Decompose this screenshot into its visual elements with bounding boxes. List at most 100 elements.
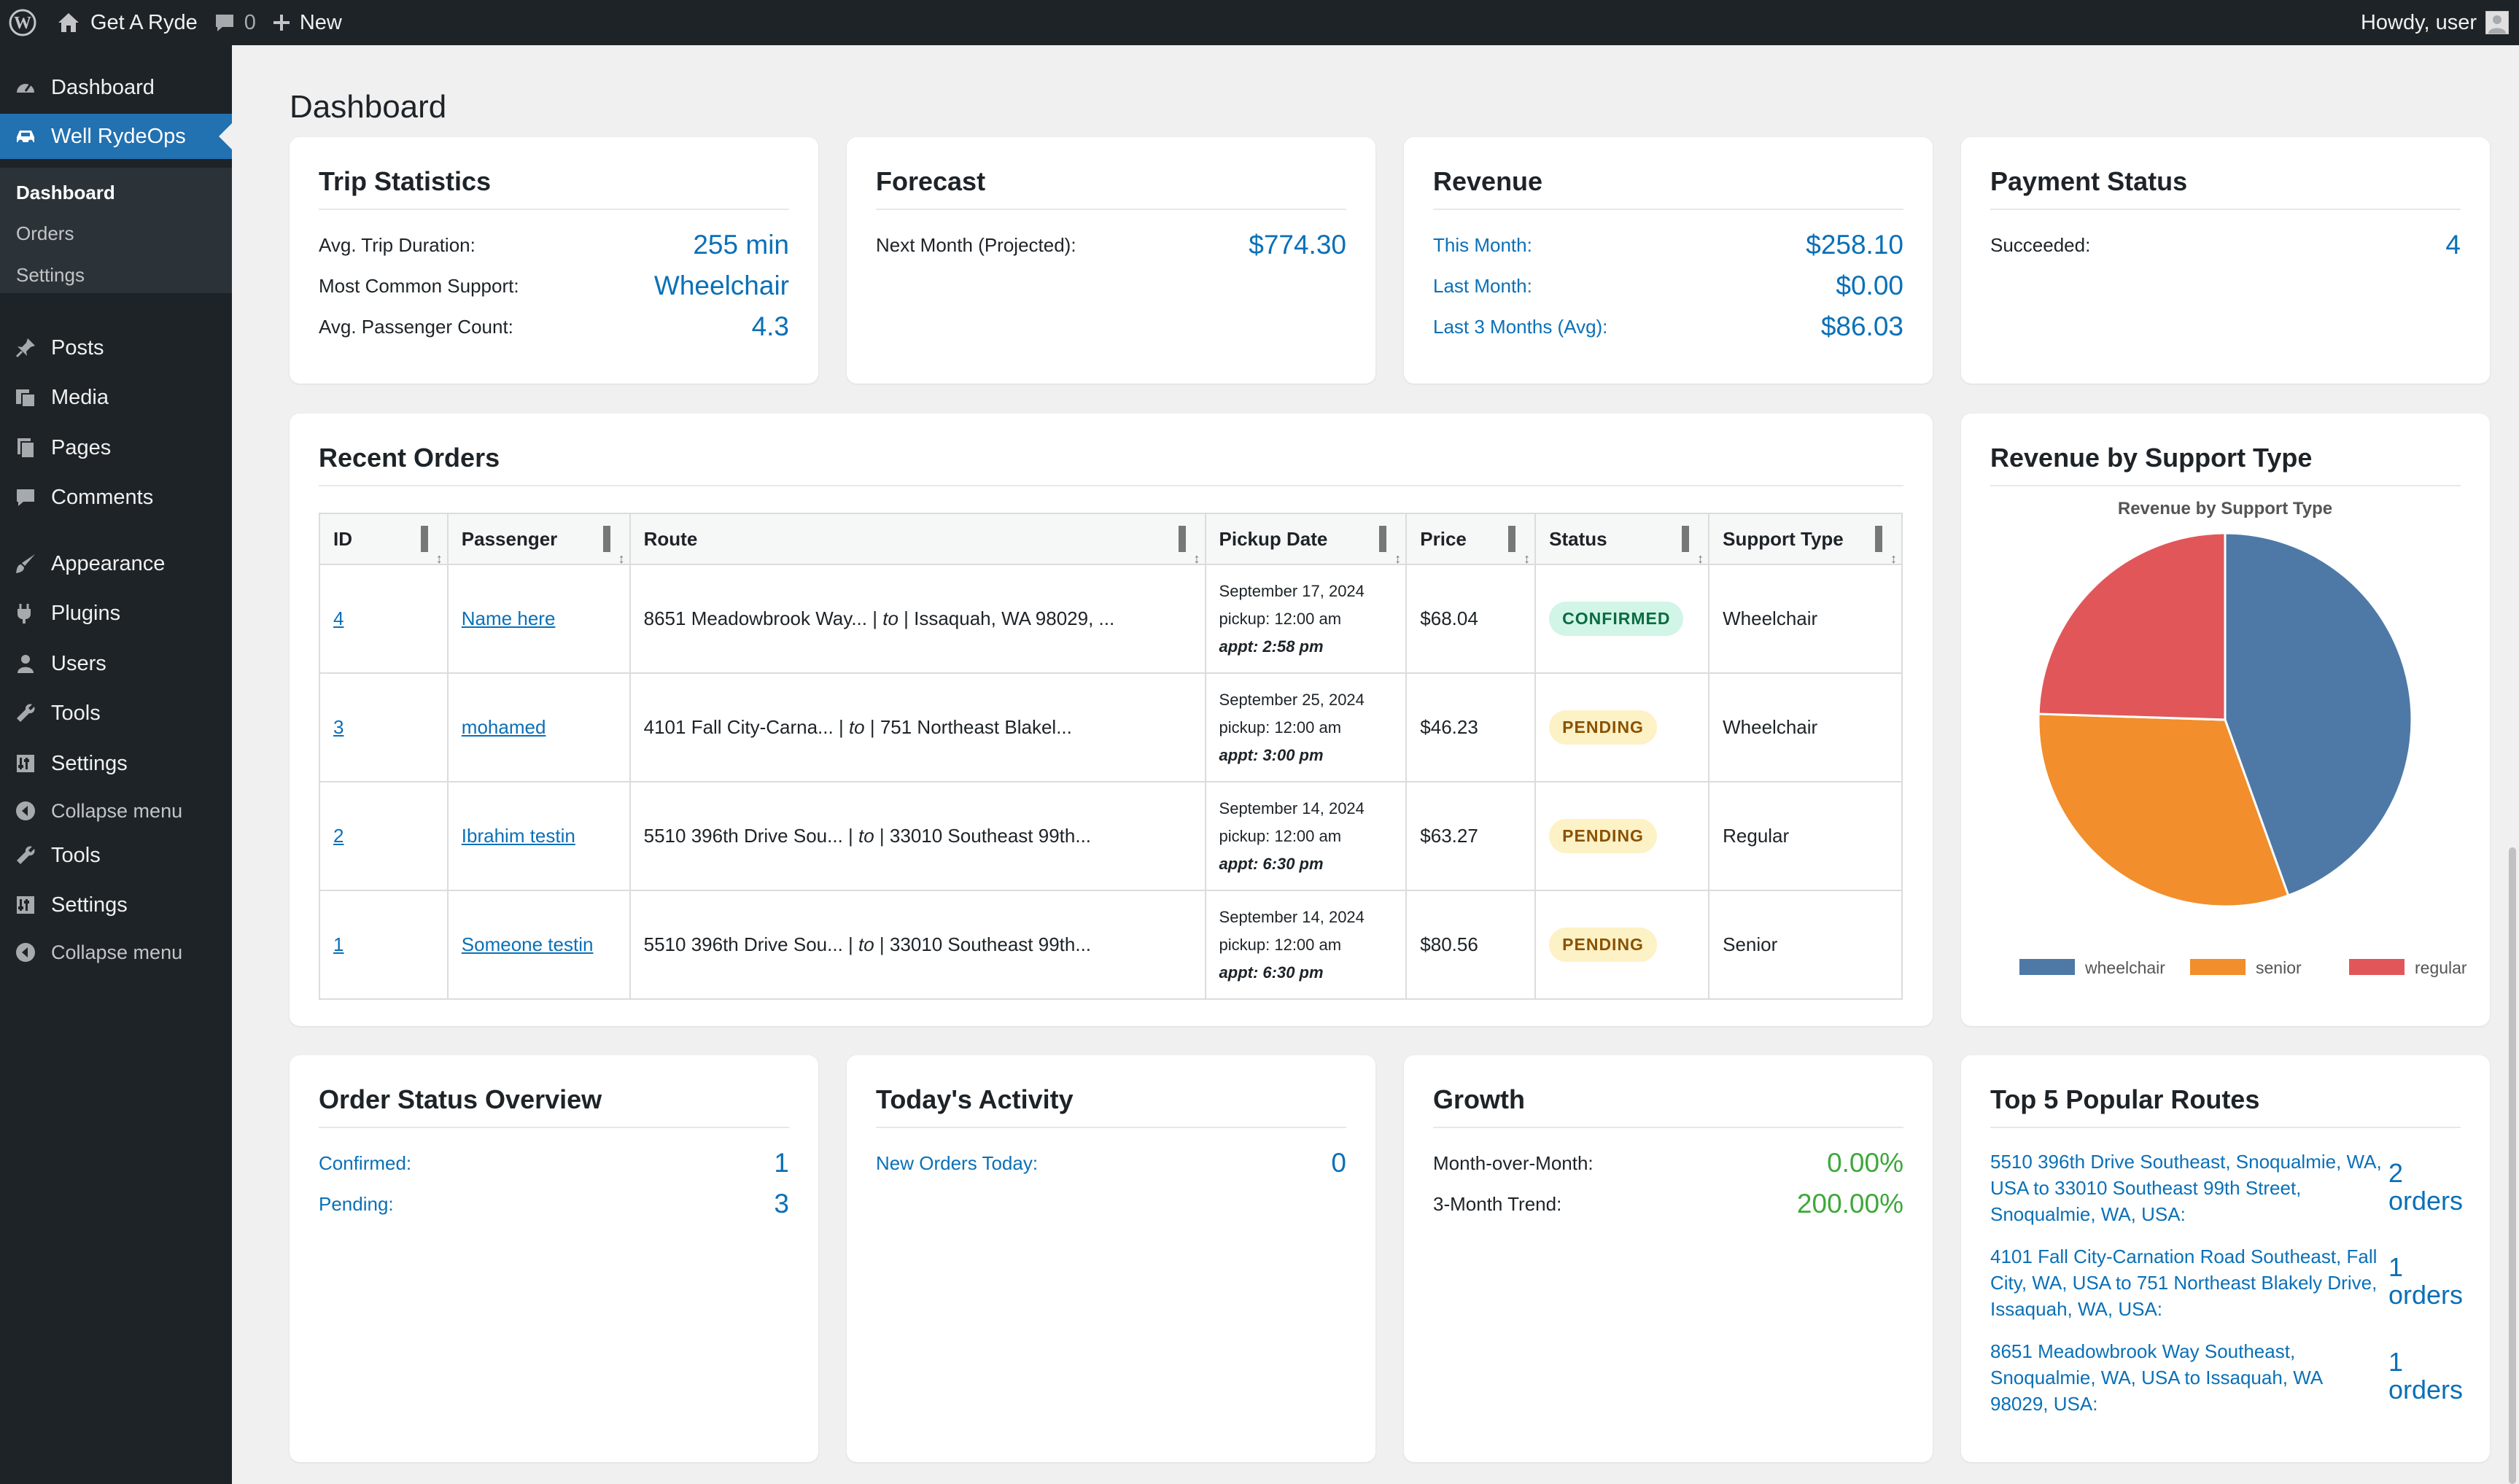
- column-header-route[interactable]: Route ↕: [629, 513, 1206, 566]
- route-from: 4101 Fall City-Carna...: [643, 716, 834, 738]
- growth-card: Growth Month-over-Month: 0.00% 3-Month T…: [1404, 1055, 1933, 1462]
- stat-row: New Orders Today: 0: [876, 1143, 1346, 1184]
- sidebar-item-plugins[interactable]: Plugins: [0, 591, 232, 636]
- pickup-time: pickup: 12:00 am: [1219, 718, 1342, 737]
- scrollbar-thumb[interactable]: [2509, 847, 2516, 1484]
- passenger-link[interactable]: Someone testin: [461, 933, 594, 955]
- pie-slice-senior[interactable]: [2037, 712, 2290, 908]
- passenger-link[interactable]: mohamed: [461, 716, 546, 738]
- column-resize-handle[interactable]: [1379, 526, 1387, 552]
- pickup-time: pickup: 12:00 am: [1219, 826, 1342, 845]
- legend-label-regular[interactable]: regular: [2415, 958, 2467, 977]
- column-resize-handle[interactable]: [1682, 526, 1690, 552]
- cell-support-type: Regular: [1708, 781, 1903, 891]
- sort-icon[interactable]: ↕: [1890, 551, 1897, 566]
- column-resize-handle[interactable]: [1508, 526, 1516, 552]
- sidebar-item-well-rydeops[interactable]: Well RydeOps: [0, 114, 232, 159]
- order-id-link[interactable]: 1: [333, 933, 344, 955]
- cell-status: CONFIRMED: [1534, 564, 1710, 674]
- wordpress-logo-icon[interactable]: W: [0, 0, 45, 45]
- sidebar-item-settings[interactable]: Settings: [0, 741, 232, 786]
- plus-icon: [272, 13, 291, 32]
- legend-label-wheelchair[interactable]: wheelchair: [2084, 958, 2165, 977]
- admin-sidebar: Dashboard Well RydeOps Dashboard Orders …: [0, 45, 232, 1484]
- column-resize-handle[interactable]: [1875, 526, 1882, 552]
- submenu-item-orders[interactable]: Orders: [16, 222, 74, 244]
- column-header-id[interactable]: ID ↕: [319, 513, 449, 566]
- cell-id: 2: [319, 781, 449, 891]
- card-title: Today's Activity: [876, 1084, 1074, 1114]
- route-item[interactable]: 4101 Fall City-Carnation Road Southeast,…: [1990, 1246, 2378, 1320]
- sidebar-item-dashboard[interactable]: Dashboard: [0, 65, 232, 110]
- order-status-overview-card: Order Status Overview Confirmed: 1 Pendi…: [290, 1055, 818, 1462]
- collapse-menu-button-duplicate[interactable]: Collapse menu: [0, 930, 232, 975]
- order-id-link[interactable]: 2: [333, 825, 344, 847]
- sidebar-item-label: Collapse menu: [51, 941, 183, 963]
- sidebar-item-tools[interactable]: Tools: [0, 691, 232, 736]
- cell-id: 4: [319, 564, 449, 674]
- sort-icon[interactable]: ↕: [1524, 551, 1531, 566]
- sidebar-item-settings-duplicate[interactable]: Settings: [0, 882, 232, 928]
- legend-swatch-senior[interactable]: [2190, 959, 2246, 975]
- sidebar-item-pages[interactable]: Pages: [0, 425, 232, 470]
- sidebar-item-label: Tools: [51, 701, 101, 725]
- column-resize-handle[interactable]: [1178, 526, 1186, 552]
- stat-label: Last Month:: [1433, 274, 1532, 297]
- pickup-date: September 25, 2024: [1219, 690, 1365, 709]
- column-resize-handle[interactable]: [602, 526, 610, 552]
- submenu-item-settings[interactable]: Settings: [16, 264, 85, 286]
- sidebar-item-appearance[interactable]: Appearance: [0, 541, 232, 586]
- pie-slice-wheelchair[interactable]: [2224, 532, 2413, 897]
- table-row: 1 Someone testin 5510 396th Drive Sou...…: [319, 890, 1903, 1000]
- route-count: 2 orders: [2388, 1159, 2463, 1215]
- sort-icon[interactable]: ↕: [1394, 551, 1402, 566]
- column-header-support-type[interactable]: Support Type ↕: [1708, 513, 1903, 566]
- my-account[interactable]: Howdy, user: [2361, 0, 2519, 45]
- passenger-link[interactable]: Name here: [461, 607, 556, 629]
- passenger-link[interactable]: Ibrahim testin: [461, 825, 575, 847]
- page-scrollbar[interactable]: [2506, 45, 2519, 1484]
- order-id-link[interactable]: 3: [333, 716, 344, 738]
- comments-link[interactable]: 0: [214, 0, 272, 45]
- new-content-link[interactable]: New: [272, 0, 358, 45]
- legend-label-senior[interactable]: senior: [2256, 958, 2302, 977]
- cell-passenger: mohamed: [446, 672, 631, 782]
- divider: [319, 209, 789, 210]
- stat-value: 0: [1331, 1148, 1346, 1178]
- route-count: 1 orders: [2388, 1254, 2463, 1309]
- site-name-link[interactable]: Get A Ryde: [57, 0, 214, 45]
- sidebar-item-label: Posts: [51, 335, 104, 360]
- sidebar-item-tools-duplicate[interactable]: Tools: [0, 833, 232, 878]
- column-label: Status: [1549, 527, 1607, 550]
- sidebar-item-comments[interactable]: Comments: [0, 475, 232, 520]
- route-item[interactable]: 5510 396th Drive Southeast, Snoqualmie, …: [1990, 1151, 2382, 1225]
- legend-swatch-regular[interactable]: [2349, 959, 2404, 975]
- divider: [319, 485, 1903, 486]
- stat-row: Avg. Trip Duration: 255 min: [319, 225, 789, 265]
- route-item[interactable]: 8651 Meadowbrook Way Southeast, Snoqualm…: [1990, 1340, 2322, 1415]
- column-header-pickup-date[interactable]: Pickup Date ↕: [1204, 513, 1408, 566]
- column-label: Route: [643, 527, 698, 550]
- sort-icon[interactable]: ↕: [1193, 551, 1200, 566]
- sort-icon[interactable]: ↕: [618, 551, 625, 566]
- stat-value: $774.30: [1249, 230, 1346, 260]
- stat-label: 3-Month Trend:: [1433, 1192, 1562, 1215]
- legend-swatch-wheelchair[interactable]: [2019, 959, 2075, 975]
- collapse-menu-button[interactable]: Collapse menu: [0, 788, 232, 834]
- sidebar-item-users[interactable]: Users: [0, 641, 232, 686]
- column-header-status[interactable]: Status ↕: [1534, 513, 1710, 566]
- pie-slice-regular[interactable]: [2037, 532, 2227, 721]
- sidebar-item-label: Appearance: [51, 551, 166, 575]
- cell-support-type: Wheelchair: [1708, 672, 1903, 782]
- column-header-passenger[interactable]: Passenger ↕: [446, 513, 631, 566]
- table-header-row: ID ↕ Passenger ↕ Route ↕ Pickup Date ↕ Price…: [319, 513, 1903, 566]
- column-resize-handle[interactable]: [420, 526, 428, 552]
- column-header-price[interactable]: Price ↕: [1405, 513, 1537, 566]
- sort-icon[interactable]: ↕: [435, 551, 443, 566]
- submenu-item-dashboard[interactable]: Dashboard: [16, 182, 115, 203]
- sort-icon[interactable]: ↕: [1697, 551, 1704, 566]
- route-from: 8651 Meadowbrook Way...: [643, 607, 868, 629]
- sidebar-item-media[interactable]: Media: [0, 375, 232, 420]
- order-id-link[interactable]: 4: [333, 607, 344, 629]
- sidebar-item-posts[interactable]: Posts: [0, 325, 232, 370]
